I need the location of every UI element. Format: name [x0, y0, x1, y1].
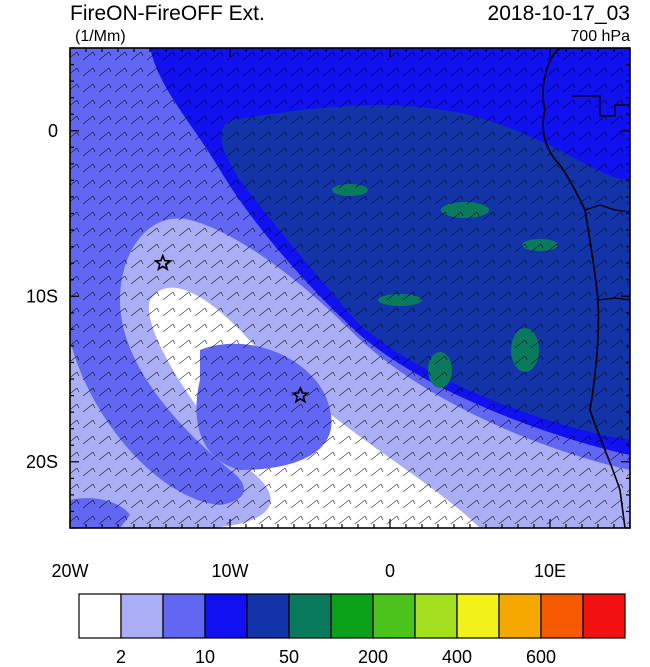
colorbar-box — [414, 593, 458, 639]
colorbar-box — [78, 593, 122, 639]
country-border — [572, 95, 630, 117]
lat-tick-label: 0 — [48, 121, 58, 141]
units-label: (1/Mm) — [75, 28, 126, 45]
colorbar-label: 2 — [116, 647, 126, 667]
colorbar-label: 400 — [442, 647, 472, 667]
shaded-field — [70, 48, 630, 528]
pressure-level-label: 700 hPa — [570, 28, 630, 45]
colorbar-box — [162, 593, 206, 639]
datetime-label: 2018-10-17_03 — [487, 2, 630, 25]
lon-tick-label: 10W — [211, 561, 248, 581]
colorbar-box — [246, 593, 290, 639]
colorbar-box — [456, 593, 500, 639]
country-border-3 — [597, 297, 630, 301]
lat-tick-label: 20S — [26, 452, 58, 472]
colorbar-label: 50 — [279, 647, 299, 667]
star-marker — [153, 253, 173, 271]
plot-title: FireON-FireOFF Ext. — [70, 2, 265, 25]
colorbar-box — [120, 593, 164, 639]
colorbar-box — [498, 593, 542, 639]
map-frame — [69, 47, 631, 529]
colorbar-box — [204, 593, 248, 639]
colorbar-label: 10 — [195, 647, 215, 667]
lon-tick-label: 10E — [534, 561, 566, 581]
lat-tick-label: 10S — [26, 286, 58, 306]
colorbar-box — [288, 593, 332, 639]
country-border-2 — [584, 204, 630, 213]
colorbar-box — [540, 593, 584, 639]
axis-ticks: 0 10S 20S 20W 10W 0 10E — [26, 47, 631, 581]
wind-barbs — [70, 48, 630, 528]
colorbar-label: 600 — [526, 647, 556, 667]
colorbar-label: 200 — [358, 647, 388, 667]
star-marker — [291, 385, 310, 404]
colorbar: 2 10 50 200 400 600 — [78, 593, 626, 667]
lon-tick-label: 20W — [51, 561, 88, 581]
station-markers — [153, 253, 310, 404]
colorbar-box — [582, 593, 626, 639]
coastline — [542, 48, 630, 528]
lon-tick-label: 0 — [385, 561, 395, 581]
colorbar-box — [372, 593, 416, 639]
colorbar-box — [330, 593, 374, 639]
